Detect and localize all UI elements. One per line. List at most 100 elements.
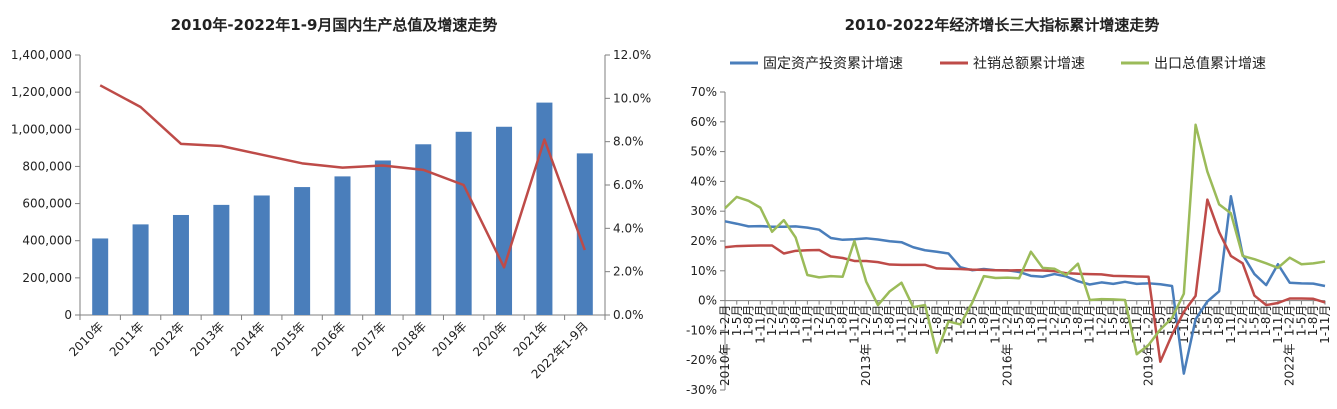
y-tick-label: 1,000,000 [11, 122, 72, 136]
x-tick-label: 1-8月 [1212, 305, 1226, 337]
x-tick-label: 1-11月 [800, 305, 814, 344]
x-tick-label: 2018年 [389, 319, 429, 359]
y2-tick-label: 0.0% [613, 308, 644, 322]
x-tick-label: 1-8月 [789, 305, 803, 337]
y-tick-label: 70% [690, 85, 717, 99]
x-tick-label: 1-2月 [953, 305, 967, 337]
x-tick-label: 1-8月 [742, 305, 756, 337]
y-tick-label: -30% [686, 383, 717, 397]
x-tick-label: 1-5月 [1059, 305, 1073, 337]
x-tick-label: 1-5月 [918, 305, 932, 337]
x-tick-label: 1-8月 [977, 305, 991, 337]
x-year-label: 2016年 [1000, 343, 1014, 386]
x-tick-label: 1-5月 [871, 305, 885, 337]
x-tick-label: 2014年 [228, 319, 268, 359]
x-tick-label: 1-8月 [836, 305, 850, 337]
bar-gdp-1 [132, 224, 149, 315]
x-tick-label: 2010年 [66, 319, 106, 359]
bar-gdp-3 [213, 204, 230, 315]
x-tick-label: 2020年 [470, 319, 510, 359]
x-tick-label: 1-5月 [1106, 305, 1120, 337]
x-tick-label: 1-2月 [1000, 305, 1014, 337]
x-tick-label: 2017年 [349, 319, 389, 359]
x-tick-label: 1-11月 [847, 305, 861, 344]
y-tick-label: 600,000 [22, 197, 72, 211]
bar-gdp-8 [415, 144, 432, 315]
x-tick-label: 2013年 [187, 319, 227, 359]
x-tick-label: 1-8月 [930, 305, 944, 337]
x-tick-label: 1-11月 [1224, 305, 1238, 344]
x-tick-label: 1-2月 [906, 305, 920, 337]
gdp-chart: 2010年-2022年1-9月国内生产总值及增速走势 0 200,000 400,00… [11, 16, 651, 382]
x-tick-label: 1-11月 [753, 305, 767, 344]
x-tick-label: 1-11月 [1177, 305, 1191, 344]
legend-label-1: 社销总额累计增速 [973, 56, 1085, 72]
bar-gdp-2 [172, 214, 189, 315]
legend-label-2: 出口总值累计增速 [1154, 56, 1266, 72]
y2-tick-label: 8.0% [613, 135, 644, 149]
bar-gdp-12 [576, 153, 593, 315]
x-tick-label: 1-5月 [730, 305, 744, 337]
x-tick-label: 1-11月 [1036, 305, 1050, 344]
x-tick-label: 1-11月 [1083, 305, 1097, 344]
x-tick-label: 2011年 [107, 319, 147, 359]
x-tick-label: 1-5月 [1247, 305, 1261, 337]
y-tick-label: 400,000 [22, 234, 72, 248]
y-tick-label: 40% [690, 174, 717, 188]
bar-gdp-5 [294, 187, 311, 315]
x-year-label: 2022年 [1283, 343, 1297, 386]
y-tick-label: 0% [698, 294, 717, 308]
x-tick-label: 1-5月 [965, 305, 979, 337]
x-tick-label: 1-2月 [812, 305, 826, 337]
x-tick-label: 1-5月 [1294, 305, 1308, 337]
x-tick-label: 1-5月 [1012, 305, 1026, 337]
x-tick-label: 1-11月 [1318, 305, 1332, 344]
y-tick-label: 30% [690, 204, 717, 218]
x-year-label: 2010年 [718, 343, 732, 386]
x-tick-label: 1-8月 [1024, 305, 1038, 337]
x-tick-label: 1-11月 [989, 305, 1003, 344]
x-tick-label: 1-2月 [718, 305, 732, 337]
y2-tick-label: 2.0% [613, 265, 644, 279]
y-tick-label: 1,400,000 [11, 48, 72, 62]
x-tick-label: 2016年 [309, 319, 349, 359]
x-tick-label: 2012年 [147, 319, 187, 359]
bar-gdp-7 [374, 160, 391, 315]
x-tick-label: 1-5月 [1200, 305, 1214, 337]
line-growth [99, 84, 586, 269]
x-tick-label: 1-8月 [883, 305, 897, 337]
y-tick-label: 10% [690, 264, 717, 278]
bar-gdp-10 [496, 126, 513, 315]
y2-tick-label: 10.0% [613, 91, 651, 105]
y-tick-label: 200,000 [22, 271, 72, 285]
x-tick-label: 1-11月 [1271, 305, 1285, 344]
y2-tick-label: 4.0% [613, 221, 644, 235]
series-line-2 [724, 123, 1326, 356]
x-tick-label: 1-2月 [1142, 305, 1156, 337]
x-tick-label: 1-2月 [859, 305, 873, 337]
legend-label-0: 固定资产投资累计增速 [763, 56, 903, 72]
y2-tick-label: 12.0% [613, 48, 651, 62]
series-line-0 [724, 195, 1326, 375]
y-tick-label: -10% [686, 323, 717, 337]
x-tick-label: 2015年 [268, 319, 308, 359]
x-tick-label: 1-2月 [1236, 305, 1250, 337]
x-year-label: 2013年 [859, 343, 873, 386]
x-tick-label: 2021年 [511, 319, 551, 359]
x-tick-label: 2019年 [430, 319, 470, 359]
bar-gdp-6 [334, 176, 351, 315]
y-tick-label: 1,200,000 [11, 85, 72, 99]
x-tick-label: 1-2月 [1047, 305, 1061, 337]
bar-gdp-9 [455, 131, 472, 315]
y-tick-label: -20% [686, 353, 717, 367]
y-tick-label: 60% [690, 115, 717, 129]
x-tick-label: 1-2月 [1283, 305, 1297, 337]
bar-gdp-11 [536, 102, 553, 315]
x-tick-label: 1-11月 [894, 305, 908, 344]
x-tick-label: 1-8月 [1071, 305, 1085, 337]
y-tick-label: 800,000 [22, 159, 72, 173]
x-tick-label: 1-2月 [1094, 305, 1108, 337]
x-tick-label: 1-5月 [824, 305, 838, 337]
series-line-1 [724, 198, 1326, 363]
